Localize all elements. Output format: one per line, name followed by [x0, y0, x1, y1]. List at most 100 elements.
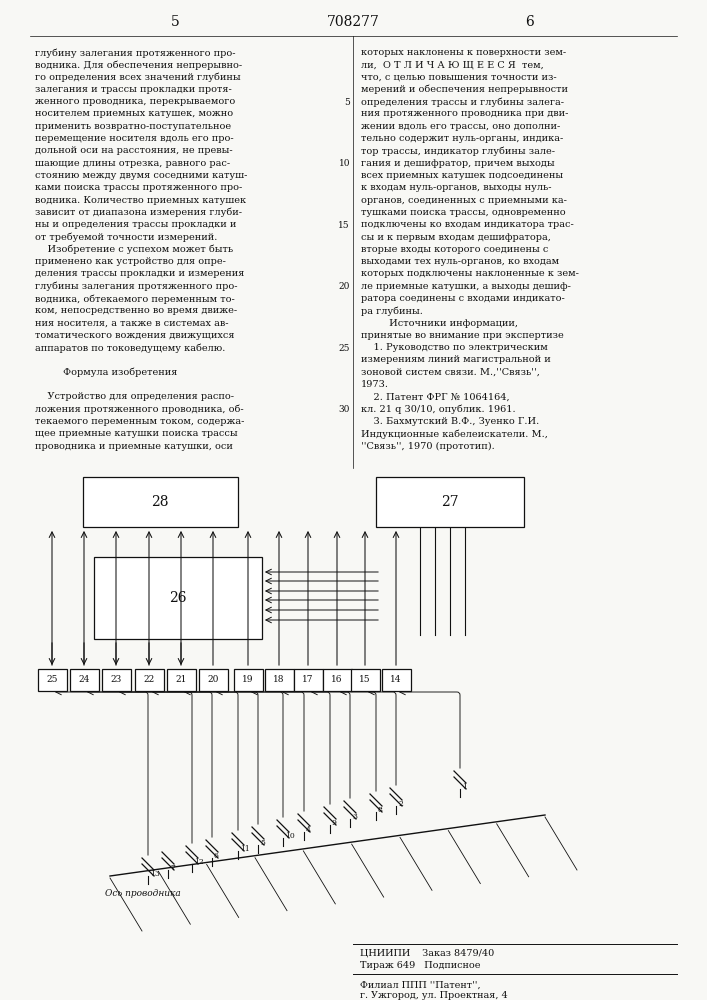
Text: 13: 13	[150, 870, 160, 878]
Text: водника. Для обеспечения непрерывно-: водника. Для обеспечения непрерывно-	[35, 60, 242, 70]
Text: 10: 10	[285, 832, 295, 840]
Text: го определения всех значений глубины: го определения всех значений глубины	[35, 73, 240, 82]
Text: 7: 7	[170, 864, 175, 872]
Text: перемещение носителя вдоль его про-: перемещение носителя вдоль его про-	[35, 134, 233, 143]
Text: ЦНИИПИ    Заказ 8479/40: ЦНИИПИ Заказ 8479/40	[360, 948, 494, 958]
Bar	[264, 669, 293, 691]
Text: 19: 19	[243, 676, 254, 684]
Text: 20: 20	[207, 676, 218, 684]
Text: измерениям линий магистральной и: измерениям линий магистральной и	[361, 356, 551, 364]
Text: 15: 15	[359, 676, 370, 684]
Text: ния носителя, а также в системах ав-: ния носителя, а также в системах ав-	[35, 319, 228, 328]
Text: сы и к первым входам дешифратора,: сы и к первым входам дешифратора,	[361, 232, 551, 241]
Text: 4: 4	[306, 826, 311, 834]
Bar	[69, 669, 98, 691]
Text: проводника и приемные катушки, оси: проводника и приемные катушки, оси	[35, 442, 233, 451]
Text: 26: 26	[169, 591, 187, 605]
Text: мерений и обеспечения непрерывности: мерений и обеспечения непрерывности	[361, 85, 568, 94]
Text: тельно содержит нуль-органы, индика-: тельно содержит нуль-органы, индика-	[361, 134, 563, 143]
Text: 15: 15	[339, 221, 350, 230]
Text: определения трассы и глубины залега-: определения трассы и глубины залега-	[361, 97, 564, 107]
Text: Источники информации,: Источники информации,	[361, 319, 518, 328]
Text: Изобретение с успехом может быть: Изобретение с успехом может быть	[35, 245, 233, 254]
Text: 10: 10	[339, 159, 350, 168]
Text: ''Связь'', 1970 (прототип).: ''Связь'', 1970 (прототип).	[361, 442, 495, 451]
Text: ли,  О Т Л И Ч А Ю Щ Е Е С Я  тем,: ли, О Т Л И Ч А Ю Щ Е Е С Я тем,	[361, 60, 544, 69]
Bar	[37, 669, 66, 691]
Bar	[351, 669, 380, 691]
Text: 24: 24	[78, 676, 90, 684]
Text: Формула изобретения: Формула изобретения	[35, 368, 177, 377]
Text: 1: 1	[462, 783, 467, 791]
Text: носителем приемных катушек, можно: носителем приемных катушек, можно	[35, 109, 233, 118]
Text: 3: 3	[352, 813, 357, 821]
Text: 18: 18	[273, 676, 285, 684]
Text: 1973.: 1973.	[361, 380, 389, 389]
Text: водника. Количество приемных катушек: водника. Количество приемных катушек	[35, 196, 246, 205]
Text: ком, непосредственно во время движе-: ком, непосредственно во время движе-	[35, 306, 237, 315]
Text: ра глубины.: ра глубины.	[361, 306, 423, 316]
Text: томатического вождения движущихся: томатического вождения движущихся	[35, 331, 235, 340]
Text: 28: 28	[151, 495, 169, 509]
Text: шающие длины отрезка, равного рас-: шающие длины отрезка, равного рас-	[35, 159, 230, 168]
Text: Индукционные кабелеискатели. М.,: Индукционные кабелеискатели. М.,	[361, 429, 548, 439]
Bar	[83, 477, 238, 527]
Text: залегания и трассы прокладки протя-: залегания и трассы прокладки протя-	[35, 85, 232, 94]
Bar	[167, 669, 196, 691]
Text: выходами тех нуль-органов, ко входам: выходами тех нуль-органов, ко входам	[361, 257, 559, 266]
Text: гания и дешифратор, причем выходы: гания и дешифратор, причем выходы	[361, 159, 554, 168]
Text: 17: 17	[303, 676, 314, 684]
Bar	[233, 669, 262, 691]
Text: ками поиска трассы протяженного про-: ками поиска трассы протяженного про-	[35, 183, 243, 192]
Text: ложения протяженного проводника, об-: ложения протяженного проводника, об-	[35, 405, 244, 414]
Text: которых наклонены к поверхности зем-: которых наклонены к поверхности зем-	[361, 48, 566, 57]
Text: 25: 25	[46, 676, 58, 684]
Text: 2: 2	[398, 800, 403, 808]
Text: кл. 21 q 30/10, опублик. 1961.: кл. 21 q 30/10, опублик. 1961.	[361, 405, 515, 414]
Text: что, с целью повышения точности из-: что, с целью повышения точности из-	[361, 73, 556, 82]
Text: деления трассы прокладки и измерения: деления трассы прокладки и измерения	[35, 269, 245, 278]
Text: Филиал ППП ''Патент'',: Филиал ППП ''Патент'',	[360, 980, 481, 990]
Text: 12: 12	[194, 858, 204, 866]
Text: аппаратов по токоведущему кабелю.: аппаратов по токоведущему кабелю.	[35, 343, 226, 353]
Text: 1. Руководство по электрическим: 1. Руководство по электрическим	[361, 343, 548, 352]
Text: Ось проводника: Ось проводника	[105, 890, 181, 898]
Text: 21: 21	[175, 676, 187, 684]
Text: 2. Патент ФРГ № 1064164,: 2. Патент ФРГ № 1064164,	[361, 392, 510, 401]
Text: 20: 20	[339, 282, 350, 291]
Text: Тираж 649   Подписное: Тираж 649 Подписное	[360, 960, 481, 970]
Text: 5: 5	[344, 98, 350, 107]
Text: Устройство для определения распо-: Устройство для определения распо-	[35, 392, 234, 401]
Bar	[293, 669, 322, 691]
Text: женного проводника, перекрываемого: женного проводника, перекрываемого	[35, 97, 235, 106]
Text: 5: 5	[170, 15, 180, 29]
Bar	[134, 669, 163, 691]
Text: ны и определения трассы прокладки и: ны и определения трассы прокладки и	[35, 220, 236, 229]
Text: от требуемой точности измерений.: от требуемой точности измерений.	[35, 232, 217, 242]
Text: жении вдоль его трассы, оно дополни-: жении вдоль его трассы, оно дополни-	[361, 122, 560, 131]
Bar	[102, 669, 131, 691]
Text: г. Ужгород, ул. Проектная, 4: г. Ужгород, ул. Проектная, 4	[360, 992, 508, 1000]
Text: 708277: 708277	[327, 15, 380, 29]
Text: зависит от диапазона измерения глуби-: зависит от диапазона измерения глуби-	[35, 208, 242, 217]
Bar	[322, 669, 351, 691]
Text: 14: 14	[390, 676, 402, 684]
Text: 5: 5	[260, 839, 265, 847]
Text: ния протяженного проводника при дви-: ния протяженного проводника при дви-	[361, 109, 568, 118]
Text: стоянию между двумя соседними катуш-: стоянию между двумя соседними катуш-	[35, 171, 247, 180]
Text: принятые во внимание при экспертизе: принятые во внимание при экспертизе	[361, 331, 563, 340]
Text: тор трассы, индикатор глубины зале-: тор трассы, индикатор глубины зале-	[361, 146, 555, 156]
Text: 25: 25	[339, 344, 350, 353]
Text: 11: 11	[240, 845, 250, 853]
Text: вторые входы которого соединены с: вторые входы которого соединены с	[361, 245, 549, 254]
Text: водника, обтекаемого переменным то-: водника, обтекаемого переменным то-	[35, 294, 235, 304]
Text: текаемого переменным током, содержа-: текаемого переменным током, содержа-	[35, 417, 245, 426]
Text: 22: 22	[144, 676, 155, 684]
Bar	[382, 669, 411, 691]
Text: ратора соединены с входами индикато-: ратора соединены с входами индикато-	[361, 294, 565, 303]
Text: дольной оси на расстояния, не превы-: дольной оси на расстояния, не превы-	[35, 146, 233, 155]
Text: 6: 6	[214, 852, 219, 860]
Bar	[376, 477, 524, 527]
Text: применено как устройство для опре-: применено как устройство для опре-	[35, 257, 226, 266]
Text: зоновой систем связи. М.,''Связь'',: зоновой систем связи. М.,''Связь'',	[361, 368, 540, 377]
